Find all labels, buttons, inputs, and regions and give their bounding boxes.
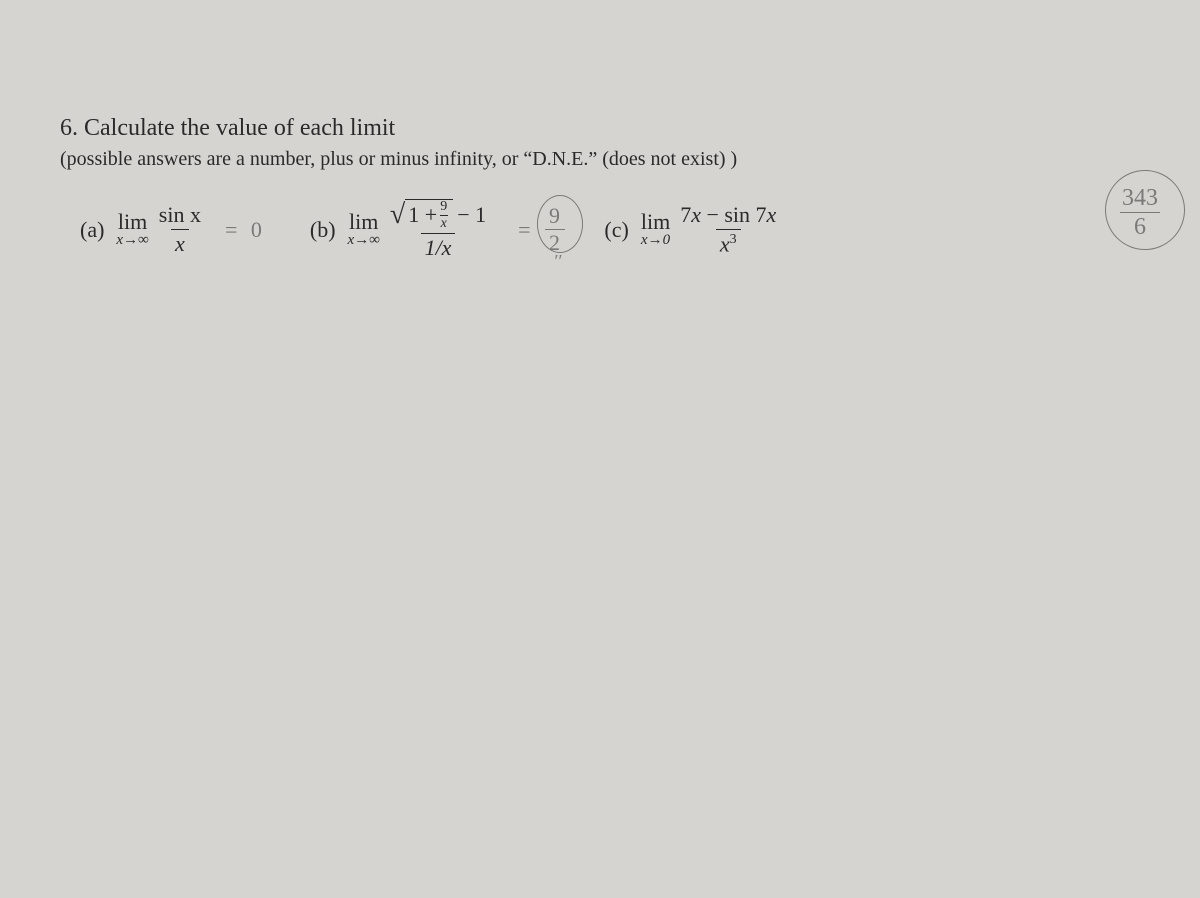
hw-eq-b: = bbox=[518, 217, 530, 243]
frac-den-c: x3 bbox=[716, 229, 741, 257]
lim-approach: x→∞ bbox=[116, 233, 148, 248]
sqrt-frac-den: x bbox=[440, 215, 448, 231]
problems-row: (a) lim x→∞ sin x x = 0 (b) lim bbox=[60, 199, 1140, 260]
problem-subtitle: (possible answers are a number, plus or … bbox=[60, 148, 1140, 171]
lim-approach-c: x→0 bbox=[641, 233, 670, 248]
hw-circle-c: 343 6 bbox=[1120, 185, 1160, 239]
part-c: (c) lim x→0 7x − sin 7x x3 bbox=[604, 203, 780, 257]
part-a-label: (a) bbox=[80, 217, 104, 243]
fraction-a: sin x x bbox=[155, 203, 205, 256]
hw-eq-sign: = bbox=[225, 217, 237, 242]
frac-den-b: 1/x bbox=[421, 233, 456, 260]
hw-tick-b: ′′ bbox=[555, 251, 563, 272]
lim-text: lim bbox=[118, 211, 147, 233]
part-c-label: (c) bbox=[604, 217, 628, 243]
hw-equals-a: = 0 bbox=[225, 217, 262, 243]
frac-den: x bbox=[171, 229, 189, 256]
lim-approach-b: x→∞ bbox=[348, 233, 380, 248]
fraction-b: √ 1 + 9 x − 1 1/x bbox=[386, 199, 490, 260]
part-b: (b) lim x→∞ √ 1 + 9 x bbox=[310, 199, 581, 260]
frac-num-c: 7x − sin 7x bbox=[676, 203, 780, 229]
part-c-limit: lim x→0 7x − sin 7x x3 bbox=[641, 203, 780, 257]
hw-answer-a: 0 bbox=[251, 217, 262, 242]
frac-den-base-c: x bbox=[720, 231, 730, 256]
part-b-limit: lim x→∞ √ 1 + 9 x bbox=[348, 199, 491, 260]
fraction-c: 7x − sin 7x x3 bbox=[676, 203, 780, 257]
part-a: (a) lim x→∞ sin x x = 0 bbox=[80, 203, 280, 256]
part-a-limit: lim x→∞ sin x x bbox=[116, 203, 205, 256]
hw-answer-b-wrap: = 9 2 bbox=[518, 205, 572, 254]
sqrt-after: − 1 bbox=[457, 203, 486, 227]
frac-num-b: √ 1 + 9 x − 1 bbox=[386, 199, 490, 233]
lim-text-b: lim bbox=[349, 211, 378, 233]
frac-den-b-text: 1/x bbox=[425, 235, 452, 260]
problem-content: 6. Calculate the value of each limit (po… bbox=[60, 115, 1140, 260]
problem-number: 6. bbox=[60, 115, 78, 141]
oval-b bbox=[537, 195, 583, 253]
problem-title-text: Calculate the value of each limit bbox=[84, 115, 395, 141]
problem-title: 6. Calculate the value of each limit bbox=[60, 115, 1140, 142]
sqrt-sign: √ bbox=[390, 201, 405, 229]
hw-circle-b: 9 2 bbox=[545, 205, 565, 254]
sqrt-wrap: √ 1 + 9 x bbox=[390, 199, 453, 231]
sqrt-body: 1 + 9 x bbox=[405, 199, 453, 231]
frac-den-exp-c: 3 bbox=[730, 232, 737, 247]
frac-num: sin x bbox=[155, 203, 205, 229]
part-b-label: (b) bbox=[310, 217, 336, 243]
lim-symbol: lim x→∞ bbox=[116, 211, 148, 248]
sqrt-inner-1: 1 + bbox=[408, 200, 437, 231]
lim-symbol-c: lim x→0 bbox=[641, 211, 670, 248]
lim-text-c: lim bbox=[641, 211, 670, 233]
sqrt-frac-num: 9 bbox=[439, 200, 448, 215]
sqrt-inner-frac: 9 x bbox=[439, 200, 448, 231]
lim-symbol-b: lim x→∞ bbox=[348, 211, 380, 248]
oval-c bbox=[1105, 170, 1185, 250]
